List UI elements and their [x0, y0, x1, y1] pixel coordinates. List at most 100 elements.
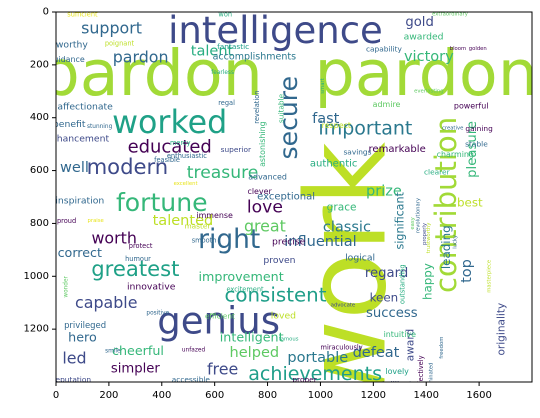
x-tick-label: 400	[152, 390, 171, 401]
word-praise: praise	[88, 218, 104, 224]
word-well: well	[60, 160, 89, 176]
word-efficient: efficient	[205, 311, 235, 320]
word-properly: properly	[422, 223, 428, 245]
word-suitable: suitable	[276, 93, 285, 123]
word-awarded: awarded	[404, 32, 444, 43]
word-reputation: reputation	[53, 375, 92, 384]
word-secure: secure	[274, 76, 303, 159]
word-excellent: excellent	[174, 181, 198, 187]
word-famous: famous	[279, 337, 299, 343]
word-innovative: innovative	[127, 281, 176, 292]
y-tick-label: 1200	[24, 324, 49, 335]
word-great: great	[244, 217, 286, 236]
word-fortune: fortune	[116, 188, 208, 217]
word-pardon: pardon	[315, 36, 538, 110]
word-worthy: worthy	[56, 40, 89, 51]
y-tick-label: 200	[30, 59, 49, 70]
word-feasible: feasible	[154, 156, 180, 164]
word-masterpiece: masterpiece	[487, 260, 493, 293]
word-revolutionary: revolutionary	[415, 198, 421, 233]
word-accessible: accessible	[172, 375, 211, 384]
word-benefit: benefit	[53, 119, 86, 130]
y-tick-label: 0	[43, 7, 49, 18]
word-greatest: greatest	[91, 256, 179, 281]
word-savings: savings	[343, 148, 371, 157]
word-happy: happy	[421, 263, 435, 300]
word-clearer: clearer	[424, 167, 451, 176]
word-fantastic: fantastic	[217, 42, 249, 51]
word-prize: prize	[366, 184, 402, 200]
word-influential: influential	[284, 234, 356, 250]
word-gold: gold	[405, 15, 434, 30]
word-effectively: effectively	[417, 355, 425, 390]
word-charming: charming	[437, 150, 474, 159]
word-proud: proud	[57, 217, 76, 225]
word-immense: immense	[196, 211, 233, 220]
word-protect: protect	[129, 242, 153, 250]
word-powerful: powerful	[454, 101, 489, 110]
word-award: award	[404, 329, 416, 361]
word-defeat: defeat	[353, 345, 400, 361]
word-enhancement: enhancement	[45, 133, 109, 144]
word-support: support	[81, 18, 142, 37]
word-top: top	[459, 259, 475, 283]
word-remarkable: remarkable	[369, 144, 426, 155]
x-tick-label: 1400	[413, 390, 438, 401]
x-tick-label: 800	[258, 390, 277, 401]
word-master: master	[184, 222, 211, 231]
word-leading: leading	[439, 225, 453, 269]
word-simpler: simpler	[111, 361, 161, 376]
y-tick-label: 600	[30, 165, 49, 176]
word-lucky: lucky	[452, 235, 458, 249]
x-tick-label: 0	[53, 390, 59, 401]
word-astonishing: astonishing	[258, 121, 267, 167]
word-regard: regard	[365, 266, 408, 281]
word-smile: smile	[105, 349, 121, 355]
word-precise: precise	[272, 236, 306, 247]
word-clever: clever	[247, 187, 272, 196]
word-right: right	[198, 224, 260, 255]
word-genius: genius	[157, 300, 280, 343]
word-significant: significant	[393, 192, 406, 250]
word-portable: portable	[287, 350, 348, 366]
y-tick-label: 1000	[24, 271, 49, 282]
word-fast: fast	[312, 111, 340, 127]
word-keen: keen	[370, 290, 399, 304]
word-brilliant: brilliant	[382, 380, 412, 389]
word-consistent: consistent	[224, 283, 326, 306]
word-intelligence: intelligence	[168, 9, 383, 52]
word-logical: logical	[345, 252, 375, 263]
word-loved: loved	[271, 310, 296, 321]
word-pardon: pardon	[113, 47, 169, 66]
word-creative: creative	[442, 125, 463, 131]
word-capable: capable	[75, 293, 137, 312]
word-stunning: stunning	[87, 124, 113, 130]
word-advanced: advanced	[248, 173, 287, 182]
word-improvement: improvement	[199, 269, 284, 284]
x-tick-label: 1200	[361, 390, 386, 401]
word-poignant: poignant	[105, 40, 135, 48]
word-helped: helped	[230, 345, 280, 361]
word-everlasting: everlasting	[414, 88, 444, 94]
word-admire: admire	[373, 100, 401, 109]
word-stable: stable	[465, 140, 488, 149]
word-talent: talent	[191, 44, 234, 60]
word-proper: proper	[292, 375, 317, 384]
x-axis: 0 200 400 600 800 1000 1200 1400 1600	[53, 382, 492, 401]
y-axis: 0 200 400 600 800 1000 1200	[24, 7, 56, 335]
word-important: important	[318, 117, 412, 139]
word-talented: talented	[153, 213, 214, 229]
word-originality: originality	[496, 303, 508, 356]
word-exceptional: exceptional	[257, 192, 315, 203]
word-treasure: treasure	[187, 163, 259, 183]
word-educated: educated	[128, 136, 212, 157]
word-guidance: guidance	[48, 55, 85, 64]
word-excitement: excitement	[226, 286, 264, 294]
x-tick-label: 1000	[308, 390, 333, 401]
word-hero: hero	[68, 330, 97, 345]
word-revelation: revelation	[253, 91, 261, 124]
word-worth: worth	[91, 228, 136, 247]
word-correct: correct	[58, 245, 102, 260]
word-unfazed: unfazed	[182, 347, 206, 353]
